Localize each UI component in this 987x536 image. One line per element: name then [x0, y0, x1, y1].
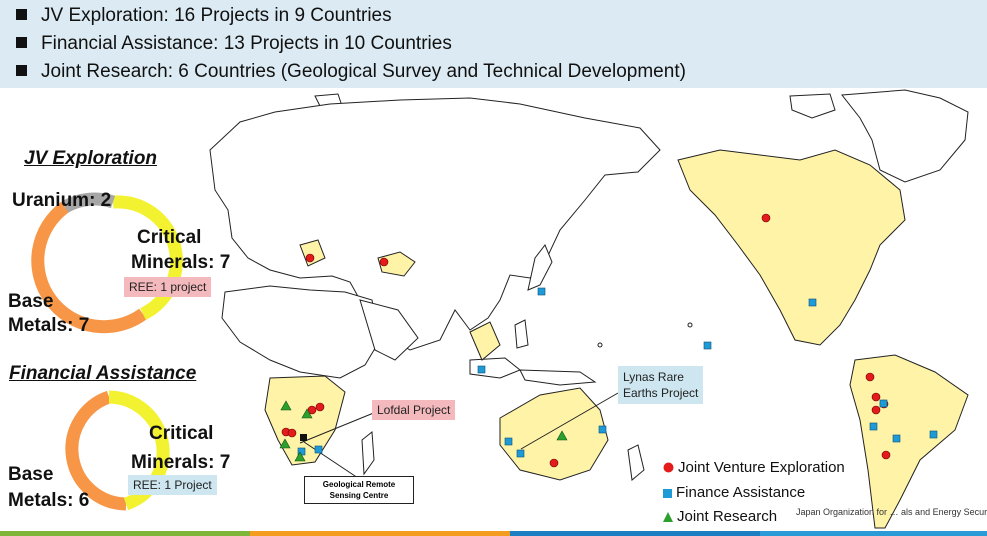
fa-base-metals-arc: [65, 390, 127, 511]
finance-marker: [703, 341, 712, 350]
jv-marker: [761, 213, 771, 223]
greenland: [841, 89, 969, 183]
finance-marker: [598, 425, 607, 434]
bullet-icon: [16, 37, 27, 48]
pacific-island: [687, 322, 693, 328]
legend-research: Joint Research: [663, 508, 777, 526]
jv-critical-label-2: Minerals: 7: [131, 252, 231, 273]
green-triangle-icon: [663, 509, 673, 526]
header-line-finance: Financial Assistance: 13 Projects in 10 …: [16, 33, 452, 55]
fa-base-label-1: Base: [8, 464, 54, 485]
geo-centre-marker: [300, 434, 307, 441]
jv-base-metals-arc: [31, 201, 147, 334]
north-america: [677, 149, 906, 346]
finance-marker: [537, 287, 546, 296]
jv-marker: [881, 450, 891, 460]
jv-base-label-2: Metals: 7: [8, 315, 90, 336]
jv-critical-label-1: Critical: [137, 227, 202, 248]
lofdal-callout: Lofdal Project: [372, 400, 456, 420]
jv-marker: [307, 405, 317, 415]
organization-footer: Japan Organization for … als and Energy …: [796, 507, 987, 517]
jv-section-title: JV Exploration: [24, 148, 158, 169]
blue-square-icon: [663, 485, 672, 502]
philippines: [514, 319, 529, 349]
jv-marker: [871, 392, 881, 402]
geo-callout-line-2: Sensing Centre: [329, 491, 389, 500]
finance-marker: [504, 437, 513, 446]
research-marker: [280, 400, 292, 411]
bullet-icon: [16, 65, 27, 76]
arabia: [359, 299, 419, 361]
world-map: [31, 89, 969, 529]
jv-marker: [315, 402, 325, 412]
indonesia-2: [519, 369, 597, 386]
jv-donut: [31, 192, 183, 334]
jv-uranium-label: Uranium: 2: [12, 190, 112, 211]
finance-marker: [314, 445, 323, 454]
finance-marker: [869, 422, 878, 431]
lynas-pointer: [520, 392, 619, 450]
jv-uranium-arc: [61, 192, 116, 213]
research-marker: [279, 438, 291, 449]
southeast-asia: [469, 321, 501, 361]
research-marker: [556, 430, 568, 441]
lofdal-pointer: [299, 411, 377, 444]
japan: [527, 244, 553, 291]
fa-critical-label-1: Critical: [149, 423, 214, 444]
fa-section-title: Financial Assistance: [9, 363, 197, 384]
jv-marker: [287, 428, 297, 438]
madagascar: [361, 431, 375, 476]
lynas-callout-line-1: Lynas Rare: [623, 370, 684, 384]
geo-centre-callout: Geological Remote Sensing Centre: [304, 476, 414, 504]
fa-critical-label-2: Minerals: 7: [131, 452, 231, 473]
fa-ree-note: REE: 1 Project: [128, 475, 217, 495]
jv-base-label-1: Base: [8, 291, 54, 312]
bottom-color-bar: [0, 531, 987, 536]
geo-pointer: [303, 441, 359, 479]
research-marker: [301, 408, 313, 419]
research-marker: [294, 451, 306, 462]
lynas-callout-line-2: Earths Project: [623, 386, 699, 400]
south-america: [849, 354, 969, 529]
indonesia-1: [469, 357, 521, 379]
jv-marker: [871, 405, 881, 415]
bullet-icon: [16, 9, 27, 20]
jv-marker: [305, 253, 315, 263]
central-asia: [377, 251, 416, 277]
finance-marker: [879, 399, 888, 408]
eurasia: [209, 97, 661, 351]
finance-marker: [808, 298, 817, 307]
finance-marker: [516, 449, 525, 458]
jv-marker: [379, 257, 389, 267]
jv-ree-note: REE: 1 project: [124, 277, 212, 297]
finance-marker: [892, 434, 901, 443]
fa-base-label-2: Metals: 6: [8, 490, 90, 511]
legend-finance: Finance Assistance: [663, 484, 805, 502]
header-line-research: Joint Research: 6 Countries (Geological …: [16, 61, 686, 83]
north-africa: [221, 285, 381, 379]
jv-marker: [549, 458, 559, 468]
jv-marker: [865, 372, 875, 382]
arctic-islands: [789, 93, 836, 119]
finance-marker: [477, 365, 486, 374]
new-zealand: [627, 444, 645, 481]
red-circle-icon: [663, 460, 674, 477]
header-banner: JV Exploration: 16 Projects in 9 Countri…: [0, 0, 987, 88]
pacific-island: [597, 342, 603, 348]
finance-marker: [929, 430, 938, 439]
legend-jv: Joint Venture Exploration: [663, 459, 845, 477]
jv-critical-arc: [112, 195, 183, 320]
geo-callout-line-1: Geological Remote: [322, 480, 396, 489]
australia: [499, 387, 609, 481]
header-line-jv: JV Exploration: 16 Projects in 9 Countri…: [16, 5, 392, 27]
lynas-callout: Lynas Rare Earths Project: [618, 366, 704, 404]
